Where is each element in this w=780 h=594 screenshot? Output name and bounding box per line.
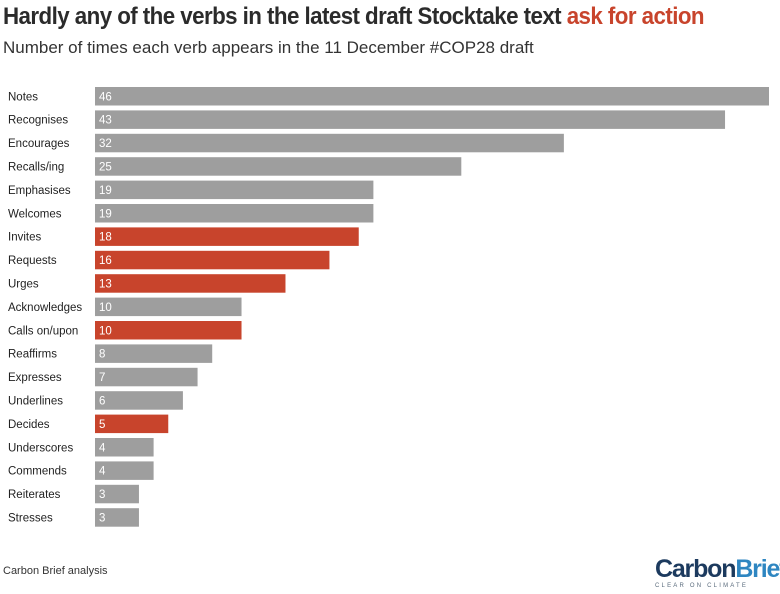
- bar: [95, 391, 183, 410]
- value-label: 25: [99, 161, 112, 173]
- category-label: Notes: [8, 91, 38, 103]
- category-label: Underlines: [8, 395, 63, 407]
- logo-word-brief: Brief: [735, 555, 780, 583]
- value-label: 7: [99, 372, 105, 384]
- value-label: 46: [99, 91, 112, 103]
- value-label: 4: [99, 442, 106, 454]
- category-label: Urges: [8, 278, 39, 290]
- category-label: Expresses: [8, 372, 62, 384]
- bar: [95, 297, 242, 317]
- category-label: Underscores: [8, 442, 73, 454]
- value-label: 4: [99, 466, 106, 478]
- value-label: 3: [99, 512, 105, 524]
- bar: [95, 180, 374, 200]
- logo-tagline: CLEAR ON CLIMATE: [655, 583, 749, 589]
- category-label: Acknowledges: [8, 302, 82, 314]
- chart-title: Hardly any of the verbs in the latest dr…: [3, 3, 705, 31]
- category-label: Welcomes: [8, 208, 62, 220]
- category-label: Calls on/upon: [8, 325, 78, 337]
- bar: [95, 133, 564, 153]
- bar: [95, 414, 169, 434]
- category-label: Emphasises: [8, 185, 71, 197]
- bar: [95, 87, 769, 106]
- chart-subtitle: Number of times each verb appears in the…: [3, 38, 534, 57]
- bar: [95, 227, 359, 246]
- value-label: 19: [99, 208, 112, 220]
- value-label: 8: [99, 349, 105, 361]
- value-label: 18: [99, 232, 112, 244]
- category-label: Reaffirms: [8, 349, 57, 361]
- category-label: Stresses: [8, 512, 53, 524]
- category-label: Recalls/ing: [8, 161, 64, 173]
- value-label: 19: [99, 185, 112, 197]
- bar: [95, 157, 462, 176]
- category-label: Commends: [8, 466, 67, 478]
- title-main: Hardly any of the verbs in the latest dr…: [3, 3, 567, 30]
- bar: [95, 321, 242, 340]
- value-label: 10: [99, 302, 112, 314]
- bar: [95, 204, 374, 223]
- bar: [95, 250, 330, 270]
- bar: [95, 461, 154, 480]
- value-label: 13: [99, 278, 112, 290]
- bar: [95, 508, 139, 527]
- logo-word-carbon: Carbon: [655, 555, 737, 583]
- title-accent: ask for action: [566, 3, 705, 30]
- value-label: 10: [99, 325, 112, 337]
- value-label: 43: [99, 115, 112, 127]
- category-label: Requests: [8, 255, 57, 267]
- bar: [95, 367, 198, 387]
- value-label: 32: [99, 138, 112, 150]
- value-label: 16: [99, 255, 112, 267]
- category-label: Encourages: [8, 138, 70, 150]
- value-label: 5: [99, 419, 105, 431]
- category-label: Reiterates: [8, 489, 61, 501]
- bar: [95, 344, 213, 363]
- bar: [95, 274, 286, 293]
- bar: [95, 110, 726, 129]
- category-label: Invites: [8, 232, 41, 244]
- bar: [95, 484, 139, 504]
- bar: [95, 438, 154, 457]
- value-label: 3: [99, 489, 105, 501]
- category-label: Recognises: [8, 115, 68, 127]
- category-label: Decides: [8, 419, 50, 431]
- source-note: Carbon Brief analysis: [3, 565, 108, 577]
- value-label: 6: [99, 395, 105, 407]
